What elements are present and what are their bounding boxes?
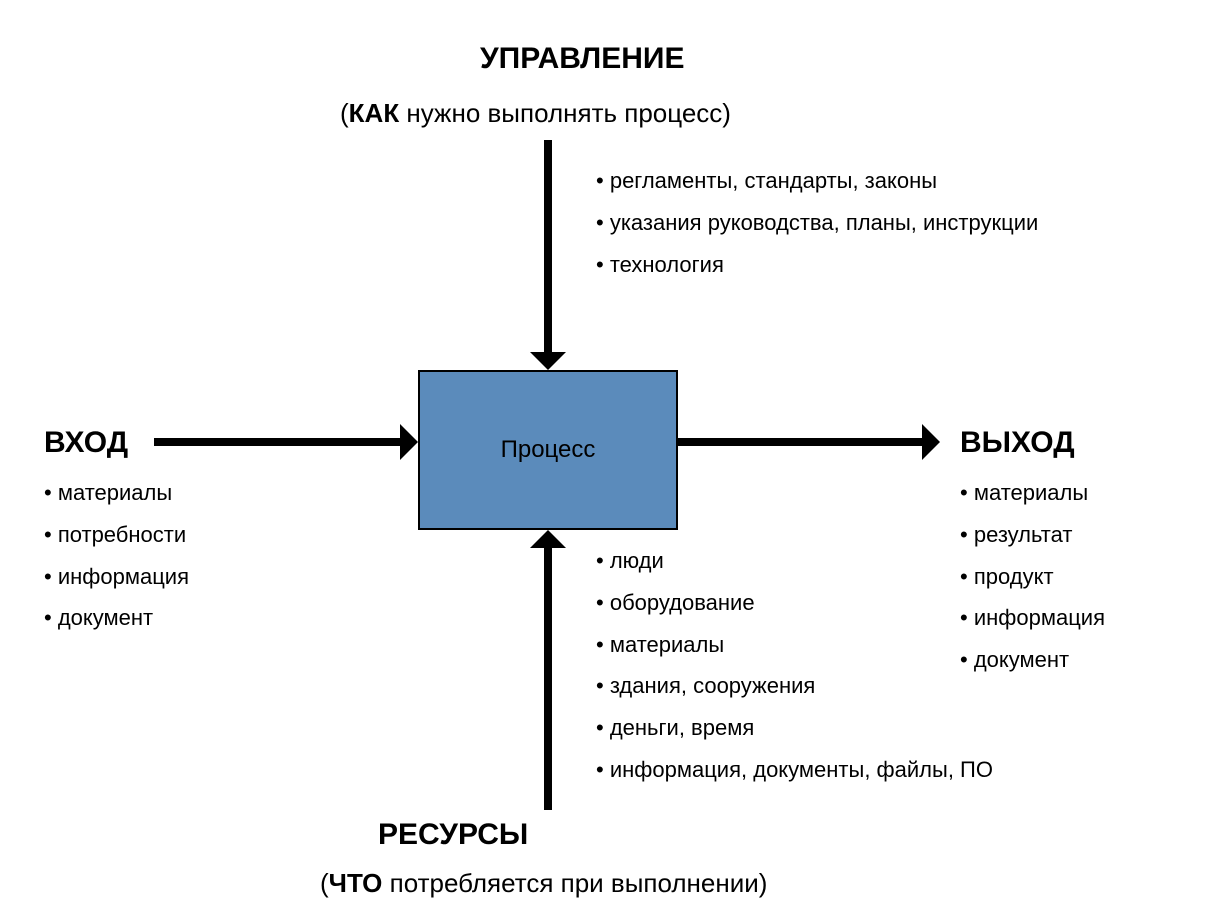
- bottom-bullets: людиоборудованиематериалыздания, сооруже…: [596, 540, 993, 791]
- bullet-item: регламенты, стандарты, законы: [596, 160, 1038, 202]
- top-arrow-head: [530, 352, 566, 370]
- bullet-item: люди: [596, 540, 993, 582]
- bullet-item: материалы: [44, 472, 189, 514]
- bullet-item: информация: [44, 556, 189, 598]
- bottom-sub-rest: потребляется при выполнении): [382, 868, 767, 898]
- bottom-subtitle: (ЧТО потребляется при выполнении): [320, 868, 767, 899]
- top-subtitle: (КАК нужно выполнять процесс): [340, 98, 731, 129]
- left-arrow: [154, 438, 400, 446]
- top-sub-rest: нужно выполнять процесс): [399, 98, 731, 128]
- bullet-item: материалы: [596, 624, 993, 666]
- bottom-sub-prefix: (: [320, 868, 329, 898]
- bullet-item: потребности: [44, 514, 189, 556]
- top-title: УПРАВЛЕНИЕ: [480, 42, 684, 76]
- bottom-sub-bold: ЧТО: [329, 868, 383, 898]
- diagram-canvas: Процесс УПРАВЛЕНИЕ (КАК нужно выполнять …: [0, 0, 1224, 918]
- top-arrow: [544, 140, 552, 352]
- left-arrow-head: [400, 424, 418, 460]
- bullet-item: указания руководства, планы, инструкции: [596, 202, 1038, 244]
- bullet-item: документ: [44, 597, 189, 639]
- bottom-arrow-head: [530, 530, 566, 548]
- left-label: ВХОД: [44, 426, 128, 460]
- bottom-label: РЕСУРСЫ: [378, 818, 528, 852]
- bullet-item: информация, документы, файлы, ПО: [596, 749, 993, 791]
- right-label: ВЫХОД: [960, 426, 1075, 460]
- left-bullets: материалыпотребностиинформациядокумент: [44, 472, 189, 639]
- bullet-item: материалы: [960, 472, 1105, 514]
- bullet-item: оборудование: [596, 582, 993, 624]
- top-sub-bold: КАК: [349, 98, 400, 128]
- right-arrow-head: [922, 424, 940, 460]
- right-arrow: [678, 438, 922, 446]
- process-label: Процесс: [501, 436, 596, 464]
- process-box: Процесс: [418, 370, 678, 530]
- top-sub-prefix: (: [340, 98, 349, 128]
- bullet-item: деньги, время: [596, 707, 993, 749]
- top-bullets: регламенты, стандарты, законыуказания ру…: [596, 160, 1038, 285]
- bullet-item: здания, сооружения: [596, 665, 993, 707]
- bottom-arrow: [544, 548, 552, 810]
- bullet-item: технология: [596, 244, 1038, 286]
